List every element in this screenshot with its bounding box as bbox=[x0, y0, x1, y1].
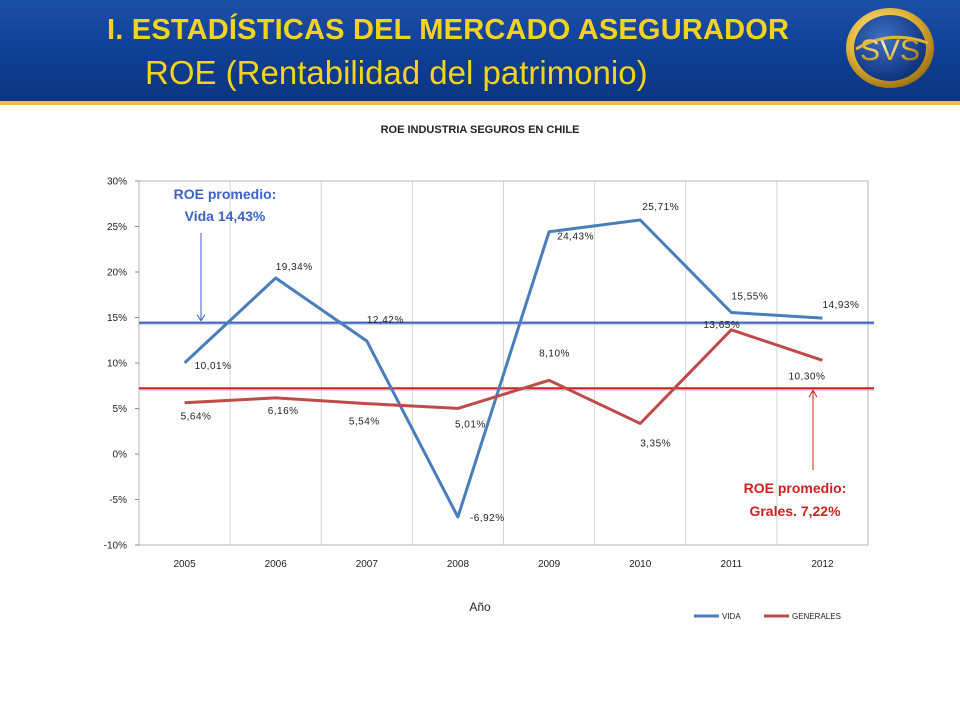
y-tick-label: 10% bbox=[107, 359, 127, 370]
svs-logo: SVS bbox=[846, 8, 934, 88]
logo-disc bbox=[854, 15, 926, 81]
callout-vida-arrowhead bbox=[196, 314, 206, 322]
roe-line-chart: ROE INDUSTRIA SEGUROS EN CHILE 30% 25% 20% 1… bbox=[104, 124, 874, 621]
y-tick-label: 0% bbox=[113, 450, 128, 461]
series-line-generales bbox=[184, 328, 823, 425]
legend-label: GENERALES bbox=[792, 612, 841, 621]
logo-swoosh bbox=[855, 35, 929, 51]
callout-generales-arrowhead bbox=[808, 389, 818, 398]
y-tick-label: 30% bbox=[107, 177, 127, 188]
x-tick-label: 2010 bbox=[629, 559, 652, 570]
data-label: 12,42% bbox=[367, 315, 404, 326]
data-label: -6,92% bbox=[470, 513, 505, 524]
data-label: 6,16% bbox=[268, 406, 299, 417]
data-label: 10,01% bbox=[195, 361, 232, 372]
data-label: 15,55% bbox=[731, 291, 768, 302]
data-label: 5,64% bbox=[181, 412, 212, 423]
y-tick-label: 25% bbox=[107, 222, 127, 233]
data-label: 8,10% bbox=[539, 348, 570, 359]
x-tick-label: 2007 bbox=[356, 559, 379, 570]
y-tick-label: 5% bbox=[113, 404, 128, 415]
data-label: 14,93% bbox=[822, 300, 859, 311]
legend-label: VIDA bbox=[722, 612, 741, 621]
y-tick-label: 20% bbox=[107, 268, 127, 279]
x-tick-label: 2008 bbox=[447, 559, 470, 570]
series-line-vida bbox=[183, 218, 823, 519]
x-tick-label: 2009 bbox=[538, 559, 561, 570]
data-label: 19,34% bbox=[276, 262, 313, 273]
x-tick-label: 2005 bbox=[173, 559, 196, 570]
data-label: 5,54% bbox=[349, 417, 380, 428]
data-label: 25,71% bbox=[642, 202, 679, 213]
y-tick-label: -5% bbox=[109, 495, 127, 506]
data-label: 10,30% bbox=[788, 371, 825, 382]
x-tick-label: 2011 bbox=[721, 559, 743, 570]
callout-vida-line2: Vida 14,43% bbox=[185, 208, 266, 224]
x-axis-label: Año bbox=[469, 600, 491, 614]
page-subtitle: ROE (Rentabilidad del patrimonio) bbox=[145, 54, 648, 91]
callout-generales-line2: Grales. 7,22% bbox=[749, 503, 841, 519]
callout-generales-line1: ROE promedio: bbox=[744, 480, 847, 496]
data-label: 24,43% bbox=[557, 232, 594, 243]
logo-text: SVS bbox=[860, 34, 920, 67]
data-label: 5,01% bbox=[455, 419, 486, 430]
y-tick-label: -10% bbox=[104, 541, 127, 552]
x-tick-label: 2012 bbox=[811, 559, 834, 570]
data-label: 13,65% bbox=[703, 320, 740, 331]
y-tick-label: 15% bbox=[107, 313, 127, 324]
header-banner: I. ESTADÍSTICAS DEL MERCADO ASEGURADOR R… bbox=[0, 0, 960, 105]
chart-title: ROE INDUSTRIA SEGUROS EN CHILE bbox=[381, 124, 580, 136]
callout-vida-line1: ROE promedio: bbox=[174, 186, 277, 202]
x-tick-label: 2006 bbox=[265, 559, 288, 570]
data-label: 3,35% bbox=[640, 439, 671, 450]
page-title: I. ESTADÍSTICAS DEL MERCADO ASEGURADOR bbox=[107, 14, 790, 46]
